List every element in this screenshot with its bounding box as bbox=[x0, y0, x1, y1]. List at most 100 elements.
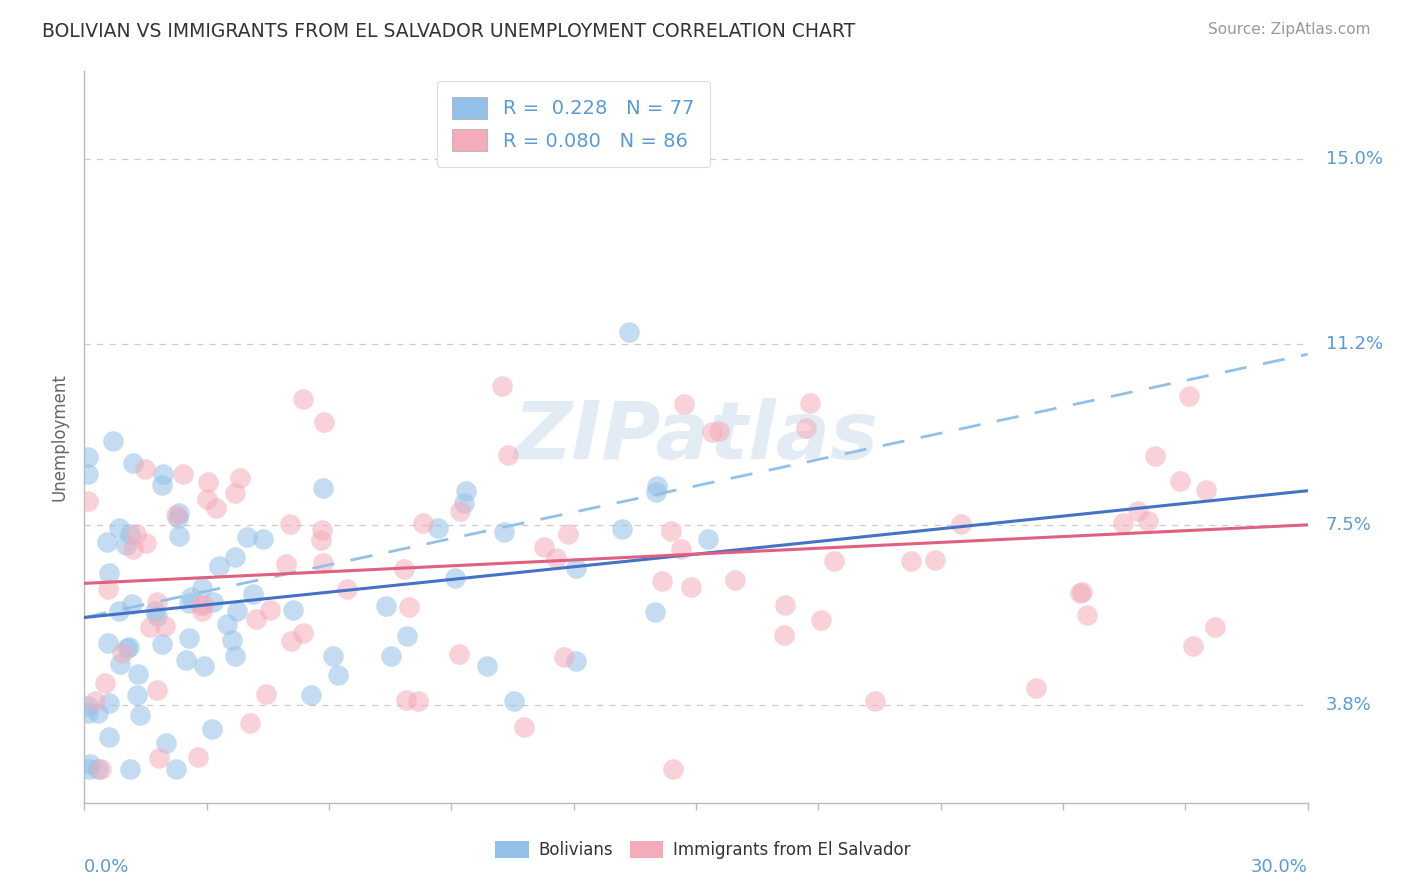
Point bbox=[84, 693, 107, 707]
Point bbox=[494, 525, 516, 540]
Text: 7.5%: 7.5% bbox=[1326, 516, 1372, 533]
Point bbox=[190, 604, 212, 618]
Point bbox=[299, 688, 322, 702]
Point bbox=[408, 694, 430, 708]
Point bbox=[121, 597, 143, 611]
Point bbox=[449, 648, 471, 662]
Text: 30.0%: 30.0% bbox=[1251, 858, 1308, 876]
Point bbox=[322, 648, 344, 663]
Point bbox=[229, 471, 252, 485]
Point bbox=[77, 699, 100, 714]
Point bbox=[191, 581, 214, 595]
Point bbox=[150, 478, 173, 492]
Point bbox=[1182, 639, 1205, 653]
Point bbox=[412, 516, 434, 530]
Point bbox=[375, 599, 398, 614]
Point bbox=[1126, 504, 1149, 518]
Point bbox=[205, 500, 228, 515]
Point bbox=[242, 587, 264, 601]
Point bbox=[644, 605, 666, 619]
Point bbox=[949, 517, 972, 532]
Point bbox=[1076, 608, 1098, 623]
Point bbox=[456, 484, 478, 499]
Point bbox=[281, 603, 304, 617]
Point bbox=[193, 658, 215, 673]
Point bbox=[143, 605, 166, 619]
Point bbox=[312, 481, 335, 495]
Point bbox=[108, 604, 131, 618]
Text: 3.8%: 3.8% bbox=[1326, 697, 1372, 714]
Point bbox=[127, 688, 149, 702]
Point bbox=[1137, 514, 1160, 528]
Point bbox=[1204, 620, 1226, 634]
Point bbox=[702, 425, 724, 439]
Point bbox=[101, 434, 124, 449]
Point bbox=[278, 516, 301, 531]
Point bbox=[172, 467, 194, 481]
Point bbox=[221, 633, 243, 648]
Point bbox=[254, 688, 277, 702]
Point bbox=[191, 598, 214, 612]
Point bbox=[512, 720, 534, 734]
Point bbox=[612, 522, 634, 536]
Point bbox=[252, 532, 274, 546]
Text: 0.0%: 0.0% bbox=[84, 858, 129, 876]
Point bbox=[121, 457, 143, 471]
Point bbox=[564, 560, 586, 574]
Point bbox=[167, 511, 190, 525]
Point bbox=[1069, 586, 1091, 600]
Point bbox=[565, 654, 588, 668]
Point bbox=[190, 598, 212, 612]
Point bbox=[475, 659, 498, 673]
Point bbox=[97, 582, 120, 596]
Point bbox=[312, 556, 335, 570]
Point bbox=[662, 762, 685, 776]
Point bbox=[120, 762, 142, 776]
Point bbox=[557, 526, 579, 541]
Point bbox=[1112, 516, 1135, 530]
Point bbox=[312, 415, 335, 429]
Point bbox=[187, 750, 209, 764]
Point bbox=[110, 657, 132, 671]
Point bbox=[134, 462, 156, 476]
Point bbox=[87, 762, 110, 776]
Point bbox=[709, 424, 731, 438]
Point bbox=[122, 541, 145, 556]
Point bbox=[669, 541, 692, 556]
Point bbox=[155, 736, 177, 750]
Point bbox=[201, 595, 224, 609]
Point bbox=[98, 696, 121, 710]
Point bbox=[111, 647, 134, 661]
Point bbox=[215, 616, 238, 631]
Point bbox=[145, 609, 167, 624]
Point bbox=[150, 637, 173, 651]
Point bbox=[1144, 450, 1167, 464]
Point bbox=[696, 532, 718, 546]
Point bbox=[98, 730, 121, 744]
Point bbox=[553, 650, 575, 665]
Point bbox=[118, 640, 141, 654]
Point bbox=[444, 571, 467, 585]
Point bbox=[274, 558, 297, 572]
Text: ZIPatlas: ZIPatlas bbox=[513, 398, 879, 476]
Point bbox=[169, 529, 191, 543]
Point bbox=[1177, 389, 1199, 403]
Point bbox=[799, 396, 821, 410]
Point bbox=[291, 626, 314, 640]
Point bbox=[174, 653, 197, 667]
Point bbox=[336, 582, 359, 597]
Point bbox=[207, 558, 229, 573]
Point bbox=[245, 611, 267, 625]
Point bbox=[659, 524, 682, 538]
Point bbox=[309, 533, 332, 547]
Point bbox=[617, 325, 640, 339]
Point bbox=[108, 521, 131, 535]
Point bbox=[115, 640, 138, 655]
Point bbox=[165, 762, 187, 776]
Text: 15.0%: 15.0% bbox=[1326, 150, 1384, 168]
Point bbox=[863, 694, 886, 708]
Point bbox=[1195, 483, 1218, 497]
Point bbox=[114, 538, 136, 552]
Point bbox=[326, 667, 349, 681]
Point bbox=[139, 620, 162, 634]
